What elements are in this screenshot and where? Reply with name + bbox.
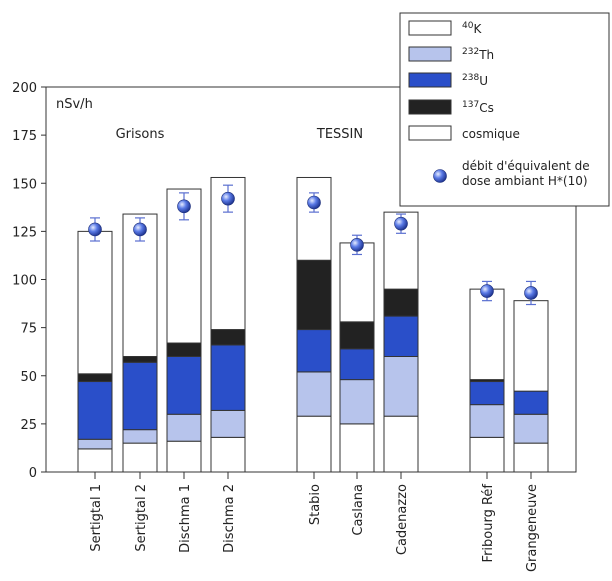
bar-segment bbox=[77, 381, 113, 440]
dose-markers bbox=[88, 184, 538, 306]
bar-segment bbox=[166, 413, 202, 442]
bar-segment bbox=[339, 423, 375, 473]
dose-marker bbox=[524, 286, 538, 300]
bar-segment bbox=[469, 404, 505, 438]
legend-swatch bbox=[408, 20, 452, 36]
dose-marker bbox=[394, 216, 408, 231]
bar-segment bbox=[513, 390, 549, 415]
y-tick-label: 0 bbox=[29, 466, 37, 481]
legend-label: dose ambiant H*(10) bbox=[462, 174, 588, 188]
bars bbox=[77, 176, 549, 473]
bar-segment bbox=[339, 321, 375, 350]
y-tick-label: 25 bbox=[20, 418, 37, 433]
bar-segment bbox=[469, 381, 505, 406]
bar-segment bbox=[296, 259, 332, 331]
dose-marker bbox=[480, 284, 494, 298]
x-axis: Sertigtal 1 Sertigtal 2 Dischma 1 Dischma 2… bbox=[89, 472, 540, 572]
y-axis: 0 25 50 75 100 125 150 175 200 nSv/h bbox=[12, 81, 93, 481]
dose-marker bbox=[307, 195, 321, 210]
y-tick-label: 200 bbox=[12, 81, 37, 96]
group-label: Grisons bbox=[116, 127, 165, 142]
bar-segment bbox=[210, 329, 246, 346]
bar-segment bbox=[339, 379, 375, 425]
bar-segment bbox=[122, 429, 158, 444]
legend-label: 238U bbox=[462, 73, 488, 88]
bar-segment bbox=[296, 329, 332, 373]
bar-segment bbox=[513, 300, 549, 392]
legend-label: 40K bbox=[462, 21, 482, 36]
x-tick-label: Dischma 1 bbox=[178, 484, 193, 553]
bar-segment bbox=[210, 436, 246, 473]
bar-segment bbox=[383, 415, 419, 473]
x-tick-label: Sertigtal 1 bbox=[89, 484, 104, 552]
legend-marker bbox=[433, 169, 447, 183]
y-tick-label: 125 bbox=[12, 225, 37, 240]
legend-label: 232Th bbox=[462, 47, 494, 62]
bar-segment bbox=[166, 342, 202, 357]
dose-marker bbox=[133, 222, 147, 237]
legend-swatch bbox=[408, 125, 452, 141]
y-axis-label: nSv/h bbox=[56, 97, 93, 112]
bar-segment bbox=[469, 288, 505, 381]
legend-label: 137Cs bbox=[462, 100, 494, 115]
y-tick-label: 75 bbox=[20, 322, 37, 337]
bar-segment bbox=[469, 436, 505, 473]
dose-marker bbox=[221, 191, 235, 206]
legend-label: cosmique bbox=[462, 127, 520, 141]
legend-label: débit d'équivalent de bbox=[462, 159, 590, 173]
x-tick-label: Caslana bbox=[351, 484, 366, 536]
bar-segment bbox=[122, 361, 158, 431]
bar-segment bbox=[339, 348, 375, 381]
bar-segment bbox=[383, 315, 419, 358]
x-tick-label: Sertigtal 2 bbox=[134, 484, 149, 552]
bar-segment bbox=[77, 448, 113, 473]
x-tick-label: Fribourg Réf bbox=[481, 484, 496, 563]
bar-segment bbox=[77, 230, 113, 375]
x-tick-label: Dischma 2 bbox=[222, 484, 237, 553]
bar-segment bbox=[210, 344, 246, 411]
bar-segment bbox=[296, 176, 332, 261]
bar-segment bbox=[122, 356, 158, 363]
group-label: TESSIN bbox=[316, 127, 363, 142]
bar-segment bbox=[166, 356, 202, 415]
bar-segment bbox=[122, 442, 158, 473]
legend-swatch bbox=[408, 72, 452, 88]
dose-marker bbox=[350, 238, 364, 252]
bar-segment bbox=[296, 415, 332, 473]
y-tick-label: 50 bbox=[20, 370, 37, 385]
bar-segment bbox=[339, 242, 375, 323]
bar-segment bbox=[77, 373, 113, 383]
legend-swatch bbox=[408, 99, 452, 115]
legend: 40K 232Th 238U 137Cs cosmique débit d'équival… bbox=[399, 12, 610, 207]
x-tick-label: Grangeneuve bbox=[525, 484, 540, 572]
bar-segment bbox=[383, 356, 419, 417]
dose-marker bbox=[177, 199, 191, 214]
y-tick-label: 100 bbox=[12, 274, 37, 289]
bar-segment bbox=[210, 409, 246, 438]
group-labels: Grisons TESSIN bbox=[116, 127, 364, 142]
legend-swatch bbox=[408, 46, 452, 62]
dose-marker bbox=[88, 222, 102, 237]
x-tick-label: Cadenazzo bbox=[395, 484, 410, 555]
y-tick-label: 150 bbox=[12, 177, 37, 192]
bar-segment bbox=[383, 211, 419, 290]
bar-segment bbox=[166, 440, 202, 473]
x-tick-label: Stabio bbox=[308, 484, 323, 525]
bar-segment bbox=[513, 442, 549, 473]
bar-segment bbox=[77, 438, 113, 450]
bar-segment bbox=[296, 371, 332, 417]
bar-segment bbox=[513, 413, 549, 444]
y-tick-label: 175 bbox=[12, 129, 37, 144]
bar-segment bbox=[383, 288, 419, 317]
